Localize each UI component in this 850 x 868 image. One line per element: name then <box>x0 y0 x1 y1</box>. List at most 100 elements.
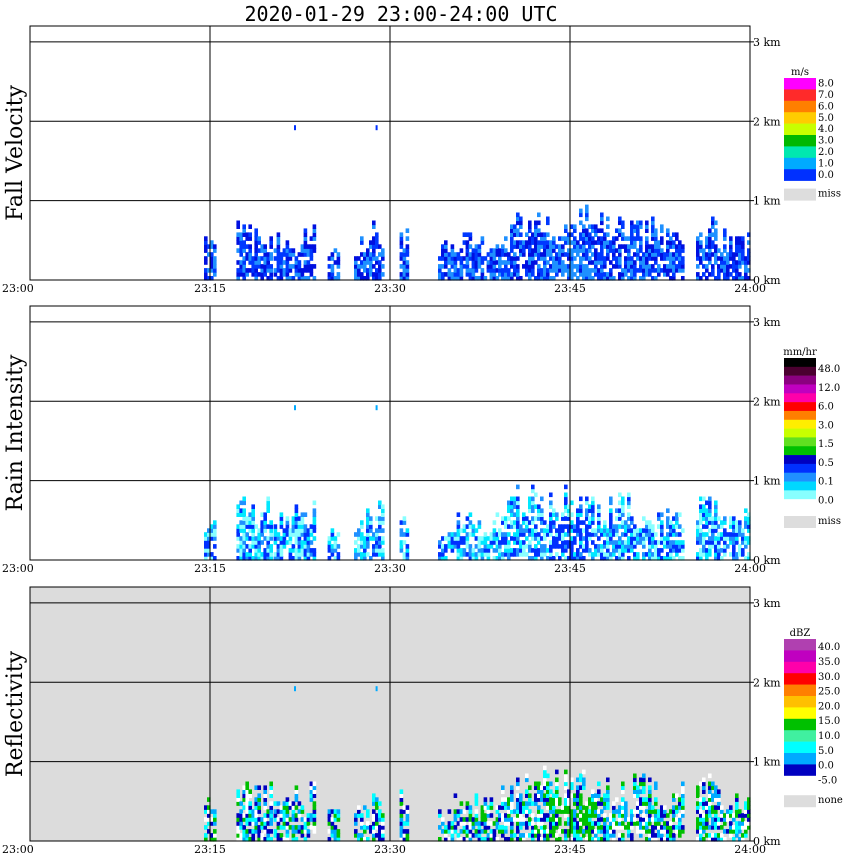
echo-cell <box>600 256 604 261</box>
echo-cell <box>456 809 461 814</box>
echo-cell <box>675 256 679 261</box>
echo-cell <box>657 524 661 529</box>
echo-cell <box>282 260 287 265</box>
echo-cell <box>236 504 240 509</box>
echo-cell <box>624 548 628 553</box>
echo-cell <box>558 801 562 806</box>
echo-cell <box>242 248 246 253</box>
echo-cell <box>549 504 553 509</box>
echo-cell <box>363 276 367 281</box>
echo-cell <box>546 817 550 822</box>
echo-cell <box>621 500 625 506</box>
echo-cell <box>456 532 461 537</box>
echo-cell <box>678 817 682 822</box>
echo-cell <box>660 540 664 545</box>
echo-cell <box>570 512 574 517</box>
echo-cell <box>546 252 550 257</box>
echo-cell <box>297 801 302 806</box>
echo-cell <box>627 504 631 509</box>
echo-cell <box>732 276 736 281</box>
echo-cell <box>564 236 568 241</box>
echo-cell <box>651 528 655 533</box>
echo-cell <box>480 272 485 277</box>
echo-cell <box>534 556 538 561</box>
echo-cell <box>269 264 273 269</box>
echo-cell <box>239 801 243 806</box>
echo-cell <box>528 528 532 533</box>
echo-cell <box>279 536 284 541</box>
echo-cell <box>269 536 273 541</box>
echo-cell <box>615 556 619 561</box>
echo-cell <box>381 252 385 257</box>
echo-cell <box>528 240 532 245</box>
echo-cell <box>606 548 610 553</box>
echo-cell <box>639 532 643 537</box>
echo-cell <box>309 781 314 787</box>
echo-cell <box>594 224 598 229</box>
echo-cell <box>657 821 661 826</box>
echo-cell <box>207 813 211 818</box>
echo-cell <box>741 817 745 822</box>
echo-cell <box>402 833 407 838</box>
echo-cell <box>702 777 706 783</box>
echo-cell <box>618 556 622 561</box>
echo-cell <box>666 813 670 818</box>
echo-cell <box>276 821 281 826</box>
echo-cell <box>621 540 625 545</box>
chart-title: 2020-01-29 23:00-24:00 UTC <box>244 2 557 26</box>
echo-cell <box>531 556 535 561</box>
echo-cell <box>528 556 532 561</box>
echo-cell <box>672 528 676 533</box>
echo-cell <box>717 548 721 553</box>
echo-cell <box>300 805 305 810</box>
echo-cell <box>561 528 565 533</box>
echo-cell <box>312 512 317 517</box>
echo-cell <box>531 500 535 506</box>
echo-cell <box>660 248 664 253</box>
echo-cell <box>567 544 571 549</box>
y-axis-label: Reflectivity <box>3 650 28 777</box>
echo-cell <box>558 544 562 549</box>
echo-cell <box>741 837 745 842</box>
echo-cell <box>276 252 281 257</box>
echo-cell <box>450 548 455 553</box>
echo-cell <box>609 536 613 541</box>
echo-cell <box>717 544 721 549</box>
echo-cell <box>597 520 601 525</box>
echo-cell <box>540 232 544 237</box>
echo-cell <box>303 524 308 529</box>
echo-cell <box>363 829 367 834</box>
echo-cell <box>597 548 601 553</box>
echo-cell <box>213 833 217 838</box>
echo-cell <box>285 805 290 810</box>
echo-cell <box>594 528 598 533</box>
echo-cell <box>333 536 338 541</box>
echo-cell <box>621 781 625 787</box>
echo-cell <box>600 548 604 553</box>
echo-cell <box>675 825 679 830</box>
echo-cell <box>309 524 314 529</box>
echo-cell <box>654 552 658 557</box>
echo-cell <box>711 272 715 277</box>
echo-cell <box>248 524 252 529</box>
echo-cell <box>642 817 646 822</box>
echo-cell <box>567 256 571 261</box>
echo-cell <box>741 548 745 553</box>
echo-cell <box>540 240 544 245</box>
echo-cell <box>239 244 243 249</box>
echo-cell <box>621 496 625 502</box>
x-tick-label: 23:15 <box>194 282 226 295</box>
echo-cell <box>612 801 616 806</box>
echo-cell <box>375 540 379 545</box>
echo-cell <box>639 789 643 794</box>
echo-cell <box>582 821 586 826</box>
echo-cell <box>573 256 577 261</box>
echo-cell <box>621 508 625 513</box>
echo-cell <box>570 272 574 277</box>
echo-cell <box>474 268 479 273</box>
echo-cell <box>618 512 622 517</box>
echo-cell <box>375 272 379 277</box>
colorbar-label: 0.5 <box>818 458 834 469</box>
echo-cell <box>257 825 261 830</box>
echo-cell <box>723 276 727 281</box>
